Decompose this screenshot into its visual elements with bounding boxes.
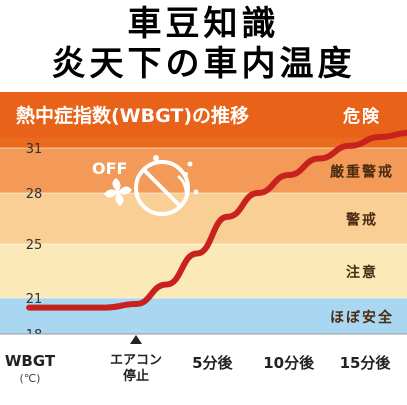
heat-arc [177,174,188,201]
sparkle-dot-3 [184,172,188,176]
sparkle-dot-0 [153,155,159,161]
x-tick-label-0-1: 停止 [123,368,149,384]
fan-icon [104,178,132,206]
sparkle-dot-2 [193,189,199,195]
band-label-0: ほぼ安全 [330,309,394,326]
y-tick-label-3: 28 [26,187,43,202]
page-header: 車豆知識 炎天下の車内温度 [0,0,407,92]
x-tick-label-3: 15分後 [340,354,392,372]
x-tick-label-0-0: エアコン [110,353,162,368]
y-tick-label-4: 31 [26,142,43,157]
x-tick-label-2: 10分後 [263,354,315,372]
y-tick-label-2: 25 [26,238,43,253]
page-title-line-1: 車豆知識 [127,4,280,44]
no-symbol-circle [134,160,190,216]
off-label: OFF [92,159,127,178]
ac-stop-marker [130,335,142,344]
band-label-1: 注意 [346,264,378,281]
band-label-4: 危険 [342,106,381,127]
y-tick-label-1: 21 [26,292,43,307]
x-axis-area [0,334,407,405]
sparkle-dot-1 [187,161,193,167]
air-conditioner-off-icon: OFF [92,155,199,216]
series-line-0 [26,129,407,311]
no-symbol-slash [142,168,182,208]
band-2 [0,193,407,244]
page-title-line-2: 炎天下の車内温度 [51,44,356,84]
wbgt-chart: 熱中症指数(WBGT)の推移ほぼ安全注意警戒厳重警戒危険1821252831OF… [0,92,407,405]
y-axis-unit: (℃) [20,372,41,385]
x-tick-label-1: 5分後 [192,354,233,372]
band-label-3: 厳重警戒 [330,164,394,181]
chart-header-band [0,92,407,138]
band-label-2: 警戒 [346,212,378,229]
chart-title: 熱中症指数(WBGT)の推移 [16,104,249,127]
band-3 [0,148,407,193]
chart-svg: 熱中症指数(WBGT)の推移ほぼ安全注意警戒厳重警戒危険1821252831OF… [0,92,407,405]
band-0 [0,298,407,334]
y-axis-label: WBGT [5,352,56,370]
